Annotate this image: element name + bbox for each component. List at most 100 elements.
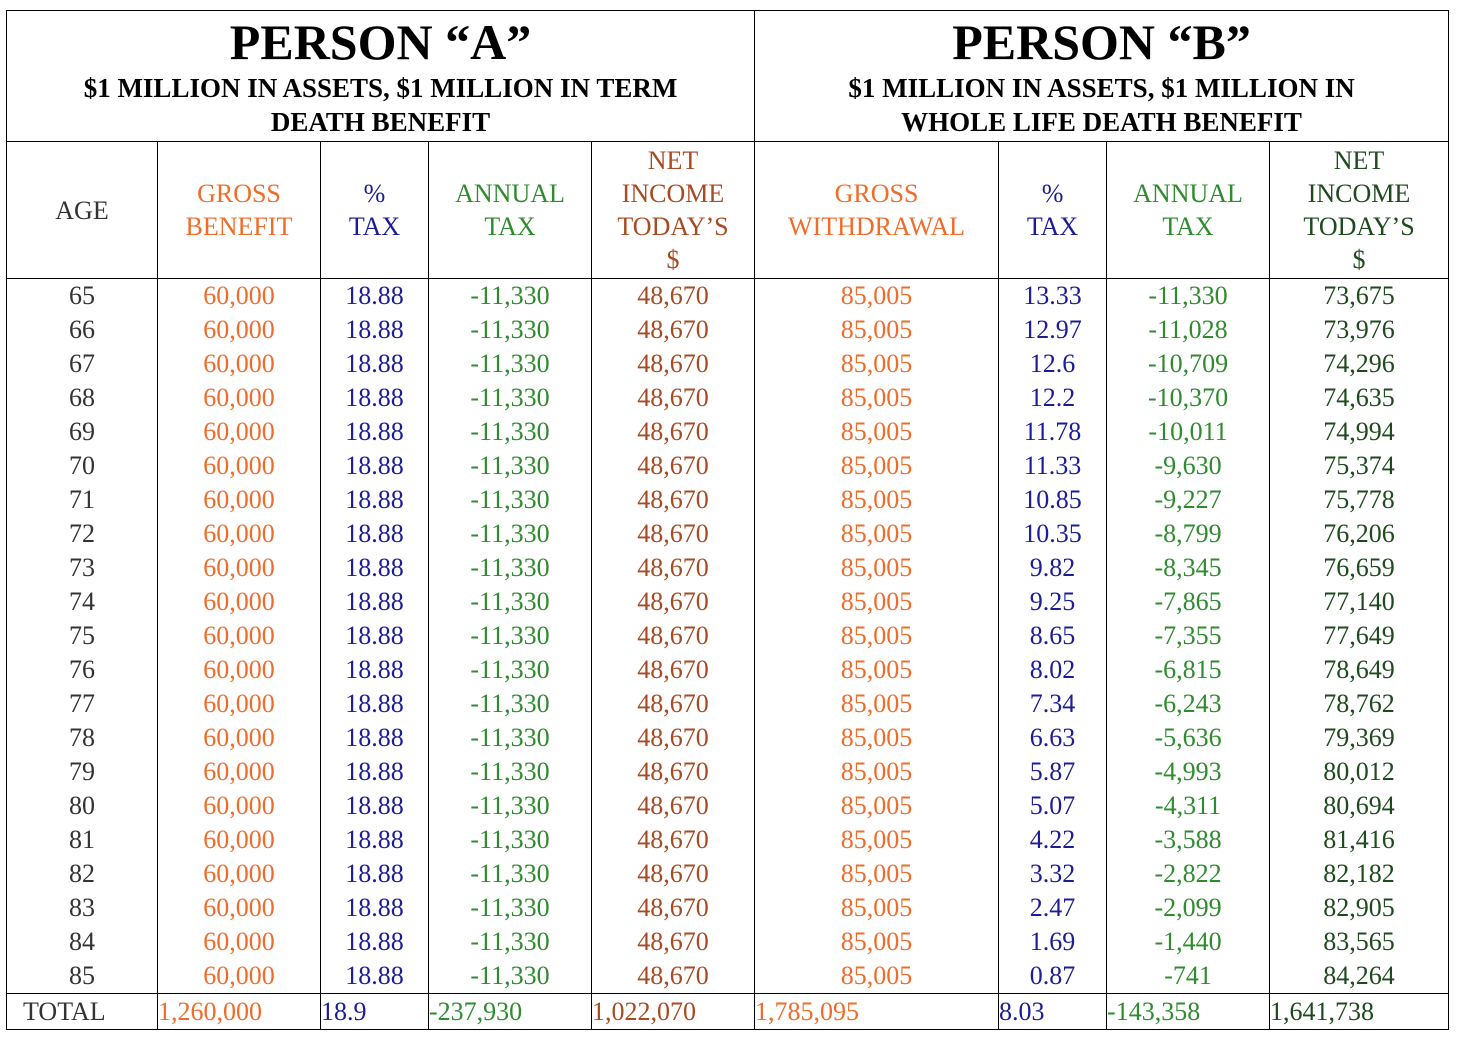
column-header: % TAX (320, 141, 429, 279)
column-header: GROSS WITHDRAWAL (754, 141, 1000, 279)
total-cell: 8.03 (998, 993, 1108, 1030)
person-b-header: PERSON “B” $1 MILLION IN ASSETS, $1 MILL… (754, 10, 1450, 142)
column-header-line: GROSS (197, 179, 281, 208)
column-header-line: TAX (1026, 212, 1079, 241)
cell: 85,005 (754, 959, 1000, 994)
cell: 48,670 (590, 619, 756, 653)
cell: -11,330 (428, 823, 592, 857)
person-subtitle: DEATH BENEFIT (270, 107, 491, 137)
person-subtitle: $1 MILLION IN ASSETS, $1 MILLION IN TERM (83, 73, 678, 103)
data-row: 82 60,000 18.88 -11,330 48,670 85,005 3.32 -2,8… (6, 857, 1450, 891)
cell: 12.97 (998, 313, 1108, 347)
cell: -11,330 (428, 755, 592, 789)
total-cell: 18.9 (320, 993, 429, 1030)
cell: -11,330 (428, 381, 592, 415)
data-row: 77 60,000 18.88 -11,330 48,670 85,005 7.34 -6,2… (6, 687, 1450, 721)
cell: 85,005 (754, 551, 1000, 585)
cell: 0.87 (998, 959, 1108, 994)
cell: -11,028 (1106, 313, 1271, 347)
person-a-header: PERSON “A” $1 MILLION IN ASSETS, $1 MILL… (5, 10, 756, 142)
cell: 60,000 (157, 857, 321, 891)
cell: -6,815 (1106, 653, 1271, 687)
cell: 85,005 (754, 585, 1000, 619)
cell: -7,355 (1106, 619, 1271, 653)
cell: -741 (1106, 959, 1271, 994)
cell: -11,330 (428, 687, 592, 721)
cell: -7,865 (1106, 585, 1271, 619)
total-cell: 1,641,738 (1269, 993, 1450, 1030)
cell: 48,670 (590, 755, 756, 789)
cell: 81 (6, 823, 158, 857)
cell: 70 (6, 449, 158, 483)
data-row: 79 60,000 18.88 -11,330 48,670 85,005 5.87 -4,9… (6, 755, 1450, 789)
cell: -11,330 (428, 857, 592, 891)
cell: 8.65 (998, 619, 1108, 653)
cell: 85,005 (754, 347, 1000, 381)
column-header: NET INCOME TODAY’S $ (590, 141, 756, 279)
cell: 60,000 (157, 619, 321, 653)
cell: 67 (6, 347, 158, 381)
cell: -11,330 (428, 925, 592, 959)
cell: 68 (6, 381, 158, 415)
cell: 12.2 (998, 381, 1108, 415)
cell: -8,799 (1106, 517, 1271, 551)
cell: 60,000 (157, 755, 321, 789)
column-header-line: TODAY’S (617, 212, 729, 241)
cell: 13.33 (998, 278, 1108, 313)
cell: 60,000 (157, 517, 321, 551)
cell: -8,345 (1106, 551, 1271, 585)
data-row: 66 60,000 18.88 -11,330 48,670 85,005 12.97 -11… (6, 313, 1450, 347)
cell: 75,778 (1269, 483, 1450, 517)
cell: 18.88 (320, 347, 429, 381)
cell: 5.07 (998, 789, 1108, 823)
column-header-line: NET (647, 146, 699, 175)
data-row: 84 60,000 18.88 -11,330 48,670 85,005 1.69 -1,4… (6, 925, 1450, 959)
title-row: PERSON “A” $1 MILLION IN ASSETS, $1 MILL… (5, 10, 1450, 142)
cell: 18.88 (320, 857, 429, 891)
data-row: 83 60,000 18.88 -11,330 48,670 85,005 2.47 -2,0… (6, 891, 1450, 925)
column-header-line: BENEFIT (185, 212, 293, 241)
cell: 81,416 (1269, 823, 1450, 857)
cell: -9,227 (1106, 483, 1271, 517)
total-cell: 1,785,095 (754, 993, 1000, 1030)
cell: 12.6 (998, 347, 1108, 381)
cell: -11,330 (428, 721, 592, 755)
cell: 11.78 (998, 415, 1108, 449)
data-row: 74 60,000 18.88 -11,330 48,670 85,005 9.25 -7,8… (6, 585, 1450, 619)
cell: 8.02 (998, 653, 1108, 687)
cell: 71 (6, 483, 158, 517)
data-row: 67 60,000 18.88 -11,330 48,670 85,005 12.6 -10,… (6, 347, 1450, 381)
column-header-line: % (1041, 179, 1064, 208)
cell: 75 (6, 619, 158, 653)
cell: 74,296 (1269, 347, 1450, 381)
cell: 48,670 (590, 483, 756, 517)
person-subtitle: $1 MILLION IN ASSETS, $1 MILLION IN (848, 73, 1355, 103)
column-header-line: INCOME (621, 179, 725, 208)
cell: 85,005 (754, 823, 1000, 857)
cell: 85,005 (754, 619, 1000, 653)
cell: 18.88 (320, 483, 429, 517)
cell: 60,000 (157, 278, 321, 313)
cell: 85,005 (754, 687, 1000, 721)
cell: 80 (6, 789, 158, 823)
cell: 18.88 (320, 449, 429, 483)
cell: 66 (6, 313, 158, 347)
cell: 78 (6, 721, 158, 755)
cell: 48,670 (590, 925, 756, 959)
cell: 10.35 (998, 517, 1108, 551)
cell: -11,330 (428, 313, 592, 347)
cell: 85,005 (754, 755, 1000, 789)
data-row: 72 60,000 18.88 -11,330 48,670 85,005 10.35 -8,… (6, 517, 1450, 551)
total-cell: 1,260,000 (157, 993, 321, 1030)
data-row: 85 60,000 18.88 -11,330 48,670 85,005 0.87 -741… (6, 959, 1450, 994)
data-row: 69 60,000 18.88 -11,330 48,670 85,005 11.78 -10… (6, 415, 1450, 449)
cell: 84,264 (1269, 959, 1450, 994)
cell: 60,000 (157, 925, 321, 959)
cell: 85,005 (754, 483, 1000, 517)
column-header: GROSS BENEFIT (157, 141, 321, 279)
cell: 48,670 (590, 585, 756, 619)
cell: 18.88 (320, 585, 429, 619)
cell: 18.88 (320, 925, 429, 959)
data-row: 70 60,000 18.88 -11,330 48,670 85,005 11.33 -9,… (6, 449, 1450, 483)
cell: 69 (6, 415, 158, 449)
